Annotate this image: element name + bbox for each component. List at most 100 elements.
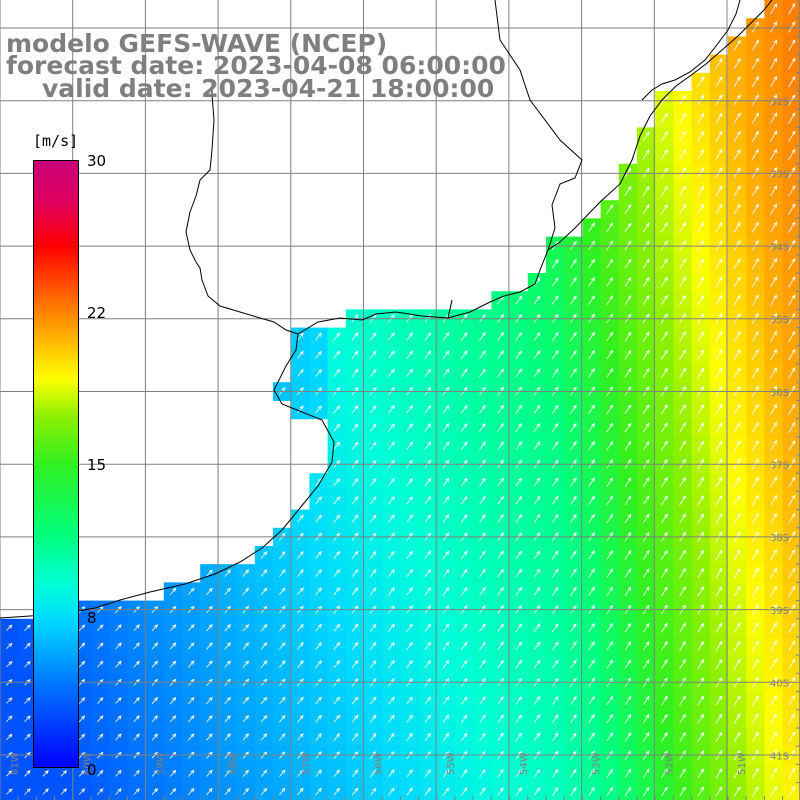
wind-arrow-head — [263, 642, 268, 647]
wind-arrow-head — [409, 332, 413, 337]
wind-arrow-head — [755, 567, 759, 573]
wind-arrow — [788, 258, 796, 270]
wind-arrow — [515, 787, 522, 796]
wind-arrow-head — [281, 642, 286, 647]
wind-cell — [673, 345, 693, 365]
wind-arrow — [733, 403, 741, 415]
wind-cell — [109, 637, 128, 656]
wind-arrow-shaft — [515, 478, 522, 487]
wind-arrow-head — [299, 569, 304, 574]
wind-cell — [746, 127, 765, 147]
wind-arrow-shaft — [169, 642, 176, 650]
wind-arrow — [497, 641, 504, 651]
wind-arrow — [388, 659, 395, 669]
wind-arrow-head — [299, 405, 304, 410]
wind-arrow-head — [354, 732, 359, 738]
wind-arrow-shaft — [770, 58, 777, 70]
wind-arrow-head — [536, 568, 541, 573]
wind-arrow-head — [518, 422, 523, 428]
wind-cell — [764, 728, 784, 747]
wind-arrow-shaft — [788, 440, 796, 452]
wind-arrow — [788, 403, 796, 415]
wind-arrow-head — [281, 387, 286, 392]
wind-arrow — [424, 368, 432, 378]
wind-arrow-shaft — [406, 423, 413, 432]
wind-cell — [709, 618, 729, 638]
wind-arrow — [752, 713, 759, 724]
wind-arrow-shaft — [424, 441, 431, 450]
wind-arrow — [570, 768, 577, 778]
wind-arrow-shaft — [333, 332, 340, 341]
wind-arrow — [188, 660, 195, 668]
wind-arrow-head — [463, 605, 468, 610]
wind-cell — [473, 345, 492, 365]
wind-arrow-shaft — [515, 733, 522, 742]
wind-arrow-shaft — [460, 514, 468, 523]
wind-arrow — [788, 39, 796, 52]
wind-arrow-shaft — [788, 549, 796, 561]
wind-arrow — [697, 768, 704, 779]
wind-arrow-shaft — [406, 478, 413, 487]
wind-cell — [491, 637, 511, 656]
wind-arrow — [624, 732, 632, 742]
wind-arrow — [315, 405, 322, 414]
wind-arrow-head — [773, 676, 777, 682]
wind-cell — [455, 364, 474, 383]
wind-cell — [709, 709, 729, 729]
wind-arrow-head — [445, 532, 450, 537]
wind-arrow — [242, 587, 250, 596]
wind-arrow-head — [645, 295, 650, 300]
wind-arrow — [551, 441, 559, 451]
wind-arrow-head — [663, 440, 668, 445]
wind-arrow-shaft — [751, 76, 759, 88]
wind-arrow-shaft — [570, 550, 577, 560]
wind-arrow-shaft — [351, 369, 359, 377]
wind-cell — [564, 509, 583, 529]
wind-arrow — [97, 697, 104, 704]
wind-arrow — [752, 585, 759, 597]
wind-arrow — [715, 786, 723, 797]
wind-arrow-head — [773, 258, 778, 263]
wind-arrow — [224, 733, 231, 741]
wind-cell — [254, 709, 274, 729]
wind-arrow-head — [427, 386, 432, 392]
wind-cell — [273, 691, 292, 711]
wind-cell — [218, 746, 238, 765]
wind-cell — [236, 637, 256, 656]
wind-arrow-shaft — [770, 3, 777, 15]
wind-arrow-shaft — [479, 623, 486, 632]
wind-arrow — [697, 203, 705, 215]
wind-cell — [764, 109, 784, 128]
wind-arrow-head — [409, 623, 413, 628]
wind-arrow-shaft — [533, 478, 541, 487]
wind-cell — [400, 673, 420, 693]
wind-arrow — [570, 422, 577, 433]
wind-cell — [145, 728, 165, 747]
wind-arrow — [533, 295, 541, 305]
wind-arrow-head — [336, 660, 341, 665]
wind-cell — [637, 655, 656, 674]
wind-cell — [345, 691, 365, 711]
wind-arrow-head — [299, 387, 304, 392]
wind-arrow — [697, 258, 705, 269]
wind-arrow-head — [336, 769, 340, 774]
wind-cell — [691, 182, 711, 201]
wind-cell — [400, 345, 420, 365]
wind-arrow-head — [664, 240, 668, 245]
wind-cell — [691, 582, 711, 602]
wind-arrow-head — [427, 459, 432, 464]
wind-arrow — [406, 714, 413, 723]
wind-arrow-head — [245, 623, 250, 629]
wind-arrow — [624, 768, 632, 778]
wind-arrow-head — [718, 713, 723, 718]
wind-cell — [473, 637, 492, 656]
wind-arrow-shaft — [315, 624, 322, 632]
wind-arrow-head — [336, 350, 341, 355]
wind-arrow-head — [791, 476, 796, 481]
wind-arrow — [497, 350, 504, 360]
wind-arrow-head — [682, 149, 686, 154]
wind-arrow — [697, 404, 705, 415]
wind-arrow-head — [554, 277, 559, 282]
wind-arrow-shaft — [624, 277, 632, 287]
wind-arrow — [588, 732, 595, 742]
